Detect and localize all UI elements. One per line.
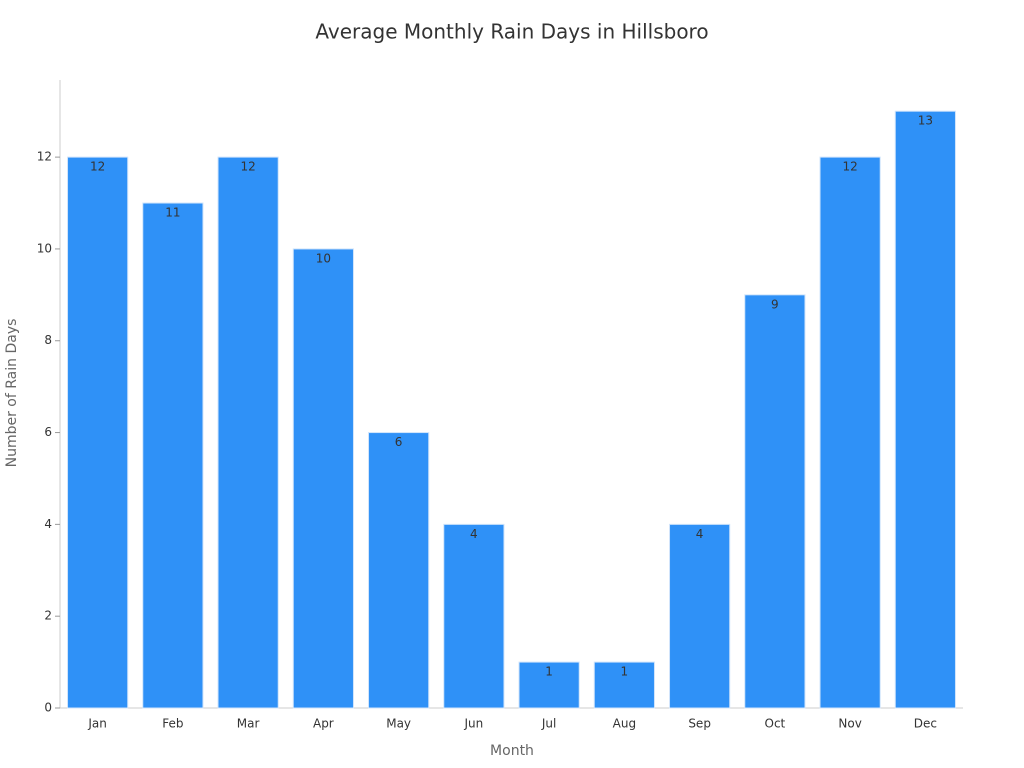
y-tick-label: 8 [44,333,52,347]
y-tick-label: 0 [44,701,52,715]
y-axis-label: Number of Rain Days [4,319,20,468]
x-tick-label: Sep [688,717,711,731]
data-label: 1 [621,665,629,679]
x-tick-label: Jul [541,717,556,731]
bar [518,661,580,709]
x-tick-label: Jun [464,717,484,731]
bar [744,294,806,709]
data-label: 9 [771,297,779,311]
y-tick-label: 4 [44,517,52,531]
bar [67,156,129,709]
y-tick-label: 6 [44,425,52,439]
data-label: 11 [165,206,180,220]
x-tick-label: May [386,717,411,731]
chart-title: Average Monthly Rain Days in Hillsboro [315,20,708,44]
x-tick-label: Feb [162,717,183,731]
y-tick-label: 10 [37,241,52,255]
x-tick-label: Jan [87,717,107,731]
bar [593,661,655,709]
data-label: 6 [395,435,403,449]
data-label: 13 [918,114,933,128]
bar [142,202,204,709]
data-label: 4 [470,527,478,541]
bar [819,156,881,709]
data-label: 4 [696,527,704,541]
x-tick-label: Mar [237,717,260,731]
x-tick-label: Nov [838,717,861,731]
x-tick-label: Aug [613,717,636,731]
x-tick-label: Apr [313,717,334,731]
x-axis-label: Month [490,743,534,759]
x-tick-label: Dec [914,717,937,731]
y-tick-label: 2 [44,609,52,623]
bar [669,523,731,709]
data-label: 1 [545,665,553,679]
x-tick-label: Oct [765,717,786,731]
bar [292,248,354,709]
data-label: 12 [90,160,105,174]
y-tick-label: 12 [37,150,52,164]
bar [894,110,956,709]
bar [217,156,279,709]
data-label: 10 [316,251,331,265]
data-label: 12 [842,160,857,174]
bar [443,523,505,709]
data-label: 12 [240,160,255,174]
bar [368,432,430,709]
